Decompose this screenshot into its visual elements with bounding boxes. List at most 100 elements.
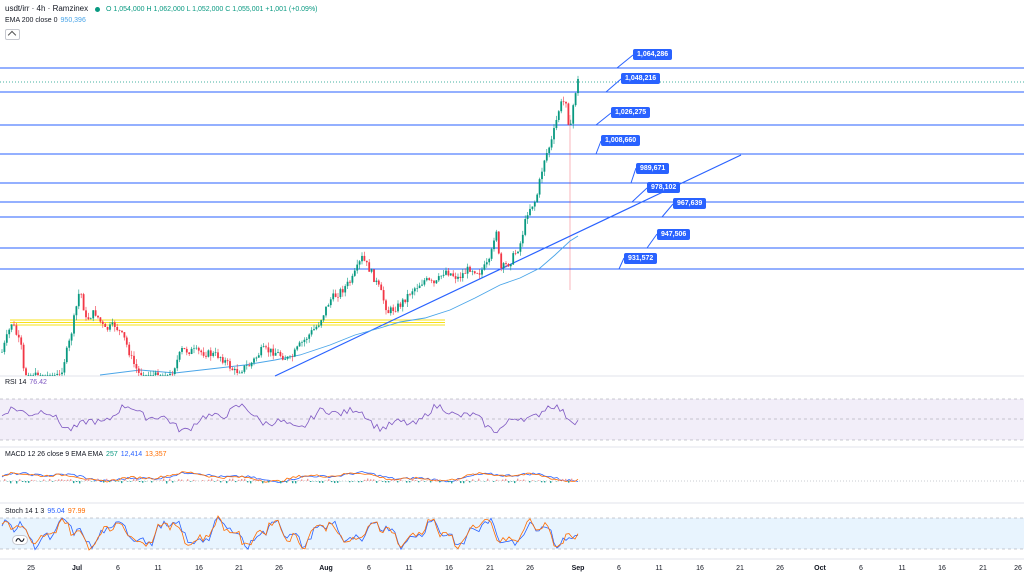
macd-histogram-bar <box>502 479 504 481</box>
level-label[interactable]: 1,064,286 <box>633 49 673 60</box>
price-candles[interactable] <box>1 75 579 376</box>
macd-histogram-bar <box>496 479 498 481</box>
candle-body <box>257 355 260 358</box>
level-label[interactable]: 967,639 <box>673 198 707 209</box>
candle-body <box>200 350 203 353</box>
stoch-pane[interactable] <box>1 515 579 551</box>
candle-body <box>161 375 164 376</box>
candle-body <box>238 372 241 374</box>
rsi-legend[interactable]: RSI 14 76.42 <box>5 379 47 386</box>
stoch-d-value: 97.99 <box>67 508 86 515</box>
candle-body <box>401 299 404 307</box>
candle-body <box>310 330 313 335</box>
candle-body <box>269 348 272 353</box>
macd-histogram-bar <box>271 480 273 481</box>
macd-histogram-bar <box>229 478 231 481</box>
macd-histogram-bar <box>85 478 87 481</box>
macd-histogram-bar <box>259 478 261 481</box>
macd-histogram-bar <box>226 481 228 484</box>
macd-histogram-bar <box>532 480 534 481</box>
candle-body <box>473 271 476 274</box>
candle-body <box>301 342 303 343</box>
macd-histogram-bar <box>58 479 60 481</box>
candle-body <box>121 330 123 333</box>
candle-body <box>545 153 548 161</box>
candle-body <box>137 368 140 373</box>
macd-pane[interactable] <box>1 471 579 484</box>
macd-legend[interactable]: MACD 12 26 close 9 EMA EMA 257 12,414 13,35… <box>5 451 167 458</box>
macd-histogram-bar <box>436 479 438 481</box>
candle-body <box>325 306 327 316</box>
level-label[interactable]: 1,048,216 <box>621 73 661 84</box>
candle-body <box>116 327 119 331</box>
macd-histogram-bar <box>520 480 522 481</box>
candle-body <box>440 275 443 277</box>
macd-histogram-bar <box>133 479 135 481</box>
candle-body <box>22 344 25 369</box>
candle-body <box>332 293 335 300</box>
candle-body <box>236 368 239 374</box>
macd-histogram-bar <box>121 481 123 484</box>
macd-histogram-bar <box>448 481 450 483</box>
candle-body <box>15 325 18 335</box>
candle-body <box>334 293 337 297</box>
candle-body <box>514 253 517 254</box>
macd-histogram-bar <box>124 479 126 481</box>
macd-histogram-bar <box>352 481 354 482</box>
candle-body <box>493 240 495 250</box>
candle-body <box>529 208 531 216</box>
collapse-indicators-button[interactable] <box>5 29 20 40</box>
support-zone[interactable] <box>10 319 445 326</box>
level-label[interactable]: 947,506 <box>657 229 691 240</box>
macd-histogram-bar <box>493 481 495 482</box>
candle-body <box>149 375 152 376</box>
macd-histogram-bar <box>268 481 270 483</box>
macd-histogram-bar <box>571 478 573 481</box>
candle-body <box>353 270 356 276</box>
macd-histogram-bar <box>118 481 120 482</box>
level-label[interactable]: 1,026,275 <box>611 107 651 118</box>
macd-histogram-bar <box>400 478 402 481</box>
candle-body <box>526 215 529 220</box>
candle-body <box>63 362 66 373</box>
macd-histogram-bar <box>70 479 72 481</box>
macd-histogram-bar <box>406 481 408 483</box>
macd-histogram-bar <box>517 478 519 481</box>
macd-histogram-bar <box>373 479 375 481</box>
macd-histogram-bar <box>109 481 111 483</box>
candle-body <box>243 365 246 372</box>
rsi-pane[interactable] <box>1 403 579 434</box>
macd-histogram-bar <box>16 481 18 484</box>
candle-body <box>447 270 450 276</box>
tradingview-logo-icon[interactable] <box>12 535 28 545</box>
level-label[interactable]: 1,008,660 <box>601 135 641 146</box>
level-label[interactable]: 931,572 <box>624 253 658 264</box>
time-axis-label: Jul <box>71 565 83 572</box>
candle-body <box>317 325 320 327</box>
candle-body <box>361 255 363 262</box>
macd-histogram-bar <box>151 481 153 483</box>
candle-body <box>421 284 423 286</box>
macd-histogram-bar <box>91 481 93 482</box>
time-axis-label: 11 <box>405 565 413 572</box>
candle-body <box>459 276 462 279</box>
macd-histogram-bar <box>247 481 249 483</box>
horizontal-levels[interactable] <box>0 67 1024 270</box>
macd-histogram-bar <box>298 480 300 481</box>
ema-legend[interactable]: EMA 200 close 0 950,396 <box>5 17 86 24</box>
rsi-line <box>1 403 579 434</box>
oscillator-bounds <box>0 398 1024 550</box>
macd-histogram-bar <box>187 479 189 481</box>
stoch-legend[interactable]: Stoch 14 1 3 95.04 97.99 <box>5 508 85 515</box>
level-label[interactable]: 978,102 <box>647 182 681 193</box>
candle-body <box>428 278 431 281</box>
candle-body <box>109 324 111 330</box>
candle-body <box>476 273 479 274</box>
level-label[interactable]: 989,671 <box>636 163 670 174</box>
rsi-label: RSI 14 <box>5 379 27 386</box>
macd-histogram-bar <box>550 481 552 483</box>
candle-body <box>394 311 397 312</box>
candle-body <box>3 342 6 352</box>
macd-histogram-bar <box>559 478 561 481</box>
